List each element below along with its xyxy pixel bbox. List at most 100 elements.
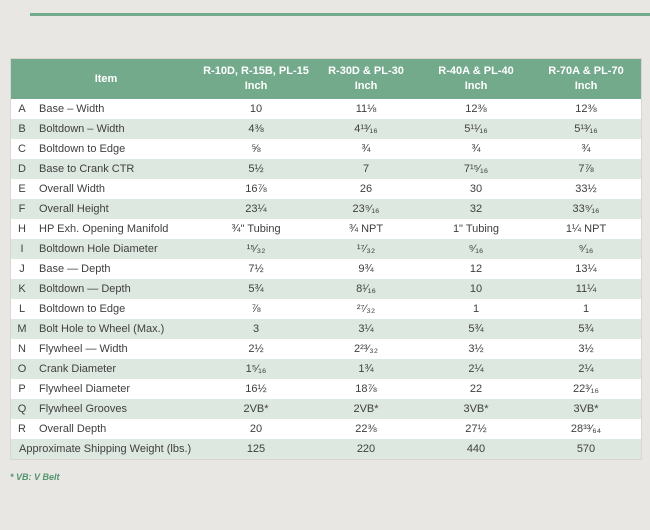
row-value: 7¹⁵⁄₁₆ (463, 163, 489, 175)
row-value: 33⁹⁄₁₆ (572, 203, 600, 215)
row-value: 1 (472, 303, 480, 315)
row-letter: A (18, 103, 26, 115)
row-value: 12⅜ (575, 103, 597, 115)
table-row: N Flywheel — Width 2½ 2²³⁄₃₂ 3½ 3½ (11, 339, 641, 359)
row-value: 2²³⁄₃₂ (353, 343, 379, 355)
row-value: 5¹³⁄₁₆ (574, 123, 598, 135)
row-value: 4⅜ (248, 123, 264, 135)
header-col-unit: Inch (244, 80, 268, 92)
header-col-2: R-30D & PL-30 Inch (311, 59, 421, 99)
row-value: 3 (252, 323, 260, 335)
table-row: J Base — Depth 7½ 9¾ 12 13¼ (11, 259, 641, 279)
row-value: 4¹³⁄₁₆ (354, 123, 378, 135)
table-row: H HP Exh. Opening Manifold ¾" Tubing ¾ NPT 1… (11, 219, 641, 239)
row-value: 7½ (248, 263, 264, 275)
row-value: 1" Tubing (452, 223, 500, 235)
summary-row: Approximate Shipping Weight (lbs.) 125 220… (11, 439, 641, 459)
table-row: O Crank Diameter 1⁵⁄₁₆ 1¾ 2¼ 2¼ (11, 359, 641, 379)
row-item: Overall Width (39, 183, 106, 195)
row-letter: O (17, 363, 27, 375)
table-row: M Bolt Hole to Wheel (Max.) 3 3¼ 5¾ 5¾ (11, 319, 641, 339)
row-value: 2¼ (578, 363, 594, 375)
row-value: 1 (582, 303, 590, 315)
row-item: Boltdown to Edge (39, 303, 126, 315)
header-col-3: R-40A & PL-40 Inch (421, 59, 531, 99)
row-letter: B (18, 123, 26, 135)
row-item: Crank Diameter (39, 363, 117, 375)
row-value: 30 (469, 183, 483, 195)
row-value: 23¼ (245, 203, 267, 215)
row-letter: D (18, 163, 26, 175)
table-row: A Base – Width 10 11⅛ 12⅜ 12⅜ (11, 99, 641, 119)
row-value: 27½ (465, 423, 487, 435)
row-item: Flywheel Grooves (39, 403, 128, 415)
row-value: 22 (469, 383, 483, 395)
row-value: ²⁷⁄₃₂ (356, 303, 376, 315)
row-value: 2¼ (468, 363, 484, 375)
row-letter: M (17, 323, 27, 335)
table-row: I Boltdown Hole Diameter ¹⁵⁄₃₂ ¹⁷⁄₃₂ ⁹⁄₁₆ ⁹⁄₁… (11, 239, 641, 259)
row-value: ¾ (471, 143, 481, 155)
row-value: 3½ (578, 343, 594, 355)
row-item: Boltdown Hole Diameter (39, 243, 158, 255)
row-value: 7 (362, 163, 370, 175)
header-col-1: R-10D, R-15B, PL-15 Inch (201, 59, 311, 99)
row-value: ¹⁷⁄₃₂ (356, 243, 376, 255)
row-value: 7⅞ (578, 163, 594, 175)
row-item: Bolt Hole to Wheel (Max.) (39, 323, 165, 335)
row-item: HP Exh. Opening Manifold (39, 223, 169, 235)
header-col-model: R-30D & PL-30 (328, 65, 404, 77)
table-body: A Base – Width 10 11⅛ 12⅜ 12⅜ B Boltdown – Widt… (11, 99, 641, 459)
header-col-unit: Inch (574, 80, 598, 92)
row-letter: J (19, 263, 25, 275)
row-letter: N (18, 343, 26, 355)
header-col-model: R-70A & PL-70 (548, 65, 624, 77)
header-col-unit: Inch (464, 80, 488, 92)
summary-value: 440 (466, 443, 486, 455)
row-value: 5¾ (578, 323, 594, 335)
row-value: 1⁵⁄₁₆ (245, 363, 267, 375)
row-value: 9¾ (358, 263, 374, 275)
table-row: C Boltdown to Edge ⅝ ¾ ¾ ¾ (11, 139, 641, 159)
row-value: 16½ (245, 383, 267, 395)
table-row: K Boltdown — Depth 5¾ 8¹⁄₁₆ 10 11¼ (11, 279, 641, 299)
row-value: 8¹⁄₁₆ (356, 283, 376, 295)
row-letter: I (20, 243, 24, 255)
row-item: Base — Depth (39, 263, 111, 275)
header-row: Item R-10D, R-15B, PL-15 Inch R-30D & PL… (11, 59, 641, 99)
row-value: 2½ (248, 343, 264, 355)
row-value: 5¹¹⁄₁₆ (464, 123, 488, 135)
spec-table: Item R-10D, R-15B, PL-15 Inch R-30D & PL… (11, 59, 641, 459)
table-row: R Overall Depth 20 22⅜ 27½ 28³³⁄₆₄ (11, 419, 641, 439)
row-value: ¾ (581, 143, 591, 155)
top-divider (30, 13, 650, 16)
row-value: 33½ (575, 183, 597, 195)
row-letter: P (18, 383, 26, 395)
table-row: E Overall Width 16⅞ 26 30 33½ (11, 179, 641, 199)
header-col-model: R-10D, R-15B, PL-15 (203, 65, 309, 77)
row-value: ⅝ (251, 143, 261, 155)
row-value: 2VB* (243, 403, 269, 415)
summary-value: 125 (246, 443, 266, 455)
table-header: Item R-10D, R-15B, PL-15 Inch R-30D & PL… (11, 59, 641, 99)
row-value: ⁹⁄₁₆ (578, 243, 594, 255)
table-row: Q Flywheel Grooves 2VB* 2VB* 3VB* 3VB* (11, 399, 641, 419)
row-value: 22³⁄₁₆ (573, 383, 599, 395)
row-value: 2VB* (353, 403, 379, 415)
table-row: L Boltdown to Edge ⅞ ²⁷⁄₃₂ 1 1 (11, 299, 641, 319)
row-letter: F (18, 203, 26, 215)
row-value: ¹⁵⁄₃₂ (246, 243, 266, 255)
row-value: 12⅜ (465, 103, 487, 115)
row-letter: C (18, 143, 26, 155)
summary-label: Approximate Shipping Weight (lbs.) (19, 443, 192, 455)
row-item: Boltdown — Depth (39, 283, 131, 295)
row-value: 20 (249, 423, 263, 435)
row-value: 3VB* (573, 403, 599, 415)
row-value: ¾" Tubing (231, 223, 281, 235)
row-letter: H (18, 223, 26, 235)
row-value: 1¼ NPT (565, 223, 607, 235)
footnote: * VB: V Belt (10, 472, 60, 482)
row-item: Base – Width (39, 103, 105, 115)
row-letter: E (18, 183, 26, 195)
row-value: 1¾ (358, 363, 374, 375)
